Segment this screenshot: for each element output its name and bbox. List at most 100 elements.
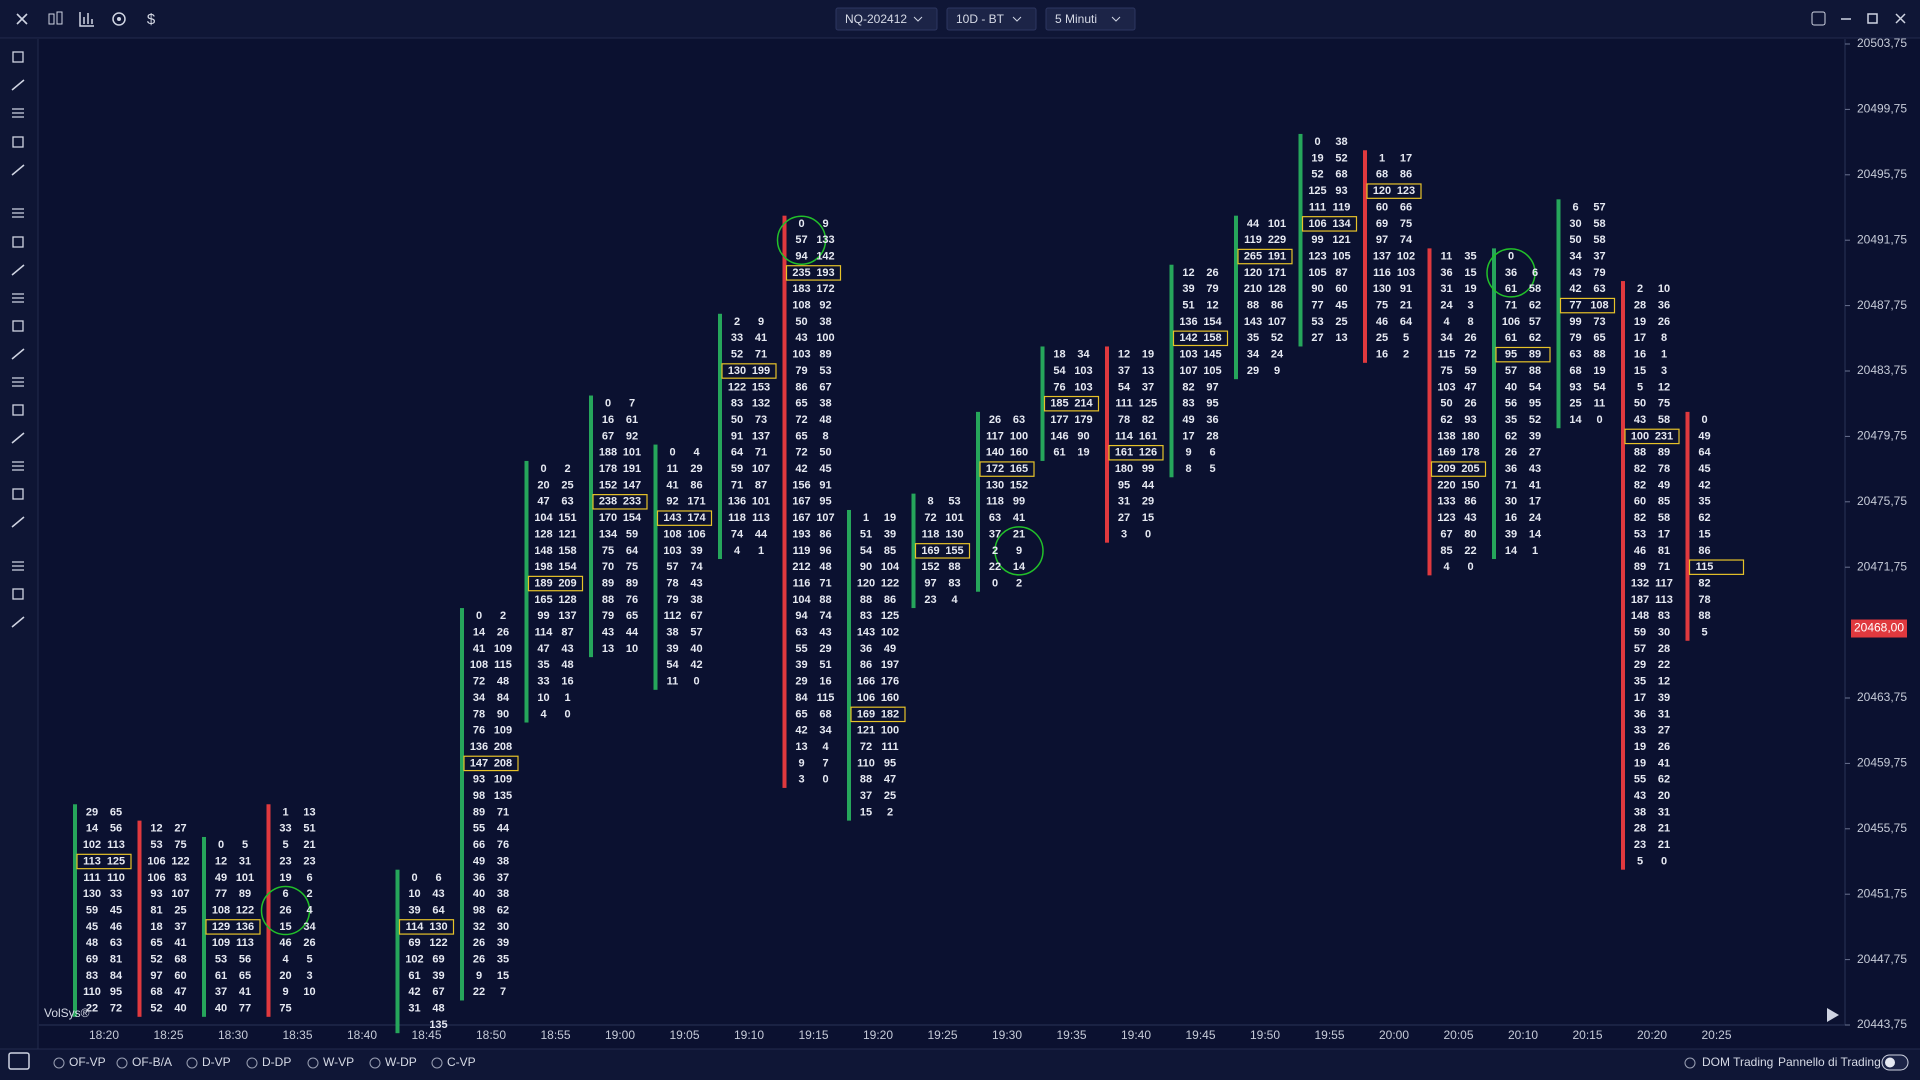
window-close-button[interactable] xyxy=(1895,13,1906,24)
ask-volume: 89 xyxy=(1658,447,1670,459)
bid-volume: 72 xyxy=(795,447,807,459)
tool-button[interactable] xyxy=(12,108,24,118)
ask-volume: 101 xyxy=(623,447,641,459)
bid-volume: 60 xyxy=(1634,496,1646,508)
bid-volume: 123 xyxy=(1308,250,1326,262)
ask-volume: 47 xyxy=(1464,381,1476,393)
ask-volume: 43 xyxy=(432,888,444,900)
bid-volume: 82 xyxy=(1634,479,1646,491)
ask-volume: 68 xyxy=(1335,169,1347,181)
indicator-toggle[interactable]: D-DP xyxy=(246,1055,291,1069)
ask-volume: 172 xyxy=(816,283,834,295)
ask-volume: 25 xyxy=(884,790,896,802)
settings-icon[interactable] xyxy=(112,12,126,26)
ask-volume: 136 xyxy=(236,921,254,933)
tool-button[interactable] xyxy=(11,264,25,276)
indicator-toggle[interactable]: C-VP xyxy=(431,1055,476,1069)
ask-volume: 113 xyxy=(752,512,770,524)
bid-volume: 39 xyxy=(408,904,420,916)
bid-volume: 12 xyxy=(150,823,162,835)
ask-volume: 58 xyxy=(1593,218,1605,230)
tool-button[interactable] xyxy=(12,488,24,500)
bid-volume: 136 xyxy=(1179,316,1197,328)
tool-button[interactable] xyxy=(11,348,25,360)
poc-box xyxy=(1172,330,1229,347)
ask-volume: 92 xyxy=(819,300,831,312)
tool-button[interactable] xyxy=(12,461,24,471)
tool-button[interactable] xyxy=(12,208,24,218)
indicator-toggle[interactable]: OF-B/A xyxy=(116,1055,172,1069)
tool-button[interactable] xyxy=(11,516,25,528)
scroll-to-end-button[interactable] xyxy=(1827,1008,1839,1022)
bid-volume: 43 xyxy=(795,332,807,344)
tool-button[interactable] xyxy=(12,51,24,63)
ask-volume: 23 xyxy=(303,855,315,867)
ask-volume: 13 xyxy=(1142,365,1154,377)
timeframe-dropdown[interactable]: 5 Minuti xyxy=(1045,7,1136,31)
ask-volume: 137 xyxy=(752,430,770,442)
bid-volume: 42 xyxy=(1698,479,1710,491)
bid-volume: 34 xyxy=(1247,349,1260,361)
ask-volume: 7 xyxy=(822,757,828,769)
currency-button[interactable]: $ xyxy=(147,11,156,28)
bid-volume: 45 xyxy=(1698,463,1710,475)
ask-volume: 2 xyxy=(887,806,893,818)
poc-box xyxy=(463,755,519,772)
bid-volume: 78 xyxy=(473,708,485,720)
y-tick-label: 20487,75 xyxy=(1857,298,1907,312)
tool-button[interactable] xyxy=(12,588,24,600)
ask-volume: 0 xyxy=(693,676,699,688)
tool-button[interactable] xyxy=(11,164,25,176)
candle-range xyxy=(1363,150,1367,363)
ask-volume: 121 xyxy=(1332,234,1350,246)
layout-button[interactable] xyxy=(1811,11,1826,26)
ask-volume: 137 xyxy=(558,610,576,622)
bid-volume: 44 xyxy=(1247,218,1260,230)
tool-button[interactable] xyxy=(12,320,24,332)
tool-button[interactable] xyxy=(11,616,25,628)
bid-volume: 1 xyxy=(282,806,288,818)
ask-volume: 56 xyxy=(239,954,251,966)
indicator-toggle[interactable]: W-DP xyxy=(369,1055,417,1069)
range-dropdown[interactable]: 10D - BT xyxy=(946,7,1037,31)
indicator-toggle[interactable]: D-VP xyxy=(186,1055,231,1069)
indicator-toggle[interactable]: W-VP xyxy=(307,1055,354,1069)
bid-volume: 49 xyxy=(1182,414,1194,426)
ask-volume: 90 xyxy=(1077,430,1089,442)
close-button[interactable] xyxy=(16,13,28,25)
candle-icon[interactable] xyxy=(48,11,63,25)
bid-volume: 120 xyxy=(1244,267,1262,279)
tool-button[interactable] xyxy=(12,404,24,416)
bid-volume: 0 xyxy=(798,218,804,230)
ask-volume: 64 xyxy=(626,545,639,557)
tool-button[interactable] xyxy=(12,377,24,387)
maximize-button[interactable] xyxy=(1867,13,1878,24)
ask-volume: 113 xyxy=(1655,594,1673,606)
ask-volume: 62 xyxy=(1658,774,1670,786)
indicator-toggle[interactable]: OF-VP xyxy=(53,1055,106,1069)
volume-icon[interactable] xyxy=(79,12,94,27)
tool-button[interactable] xyxy=(12,293,24,303)
symbol-dropdown[interactable]: NQ-202412 xyxy=(835,7,938,31)
tool-button[interactable] xyxy=(11,432,25,444)
bid-volume: 90 xyxy=(860,561,872,573)
ask-volume: 10 xyxy=(1658,283,1670,295)
bid-volume: 52 xyxy=(150,1003,162,1015)
tool-icon xyxy=(12,136,24,148)
tool-icon xyxy=(12,561,24,571)
tool-button[interactable] xyxy=(12,561,24,571)
bid-volume: 9 xyxy=(282,986,288,998)
tool-button[interactable] xyxy=(12,236,24,248)
tool-button[interactable] xyxy=(12,136,24,148)
tool-button[interactable] xyxy=(11,79,25,91)
bid-volume: 16 xyxy=(1376,349,1388,361)
tool-icon xyxy=(11,348,25,360)
bid-volume: 15 xyxy=(1634,365,1646,377)
ask-volume: 31 xyxy=(1658,708,1670,720)
bid-volume: 74 xyxy=(731,528,744,540)
dom-radio[interactable] xyxy=(1684,1057,1696,1069)
bid-volume: 143 xyxy=(663,512,681,524)
ask-volume: 145 xyxy=(1203,349,1221,361)
toggle-label: D-VP xyxy=(202,1055,231,1069)
panel-toggle[interactable] xyxy=(8,1052,30,1070)
